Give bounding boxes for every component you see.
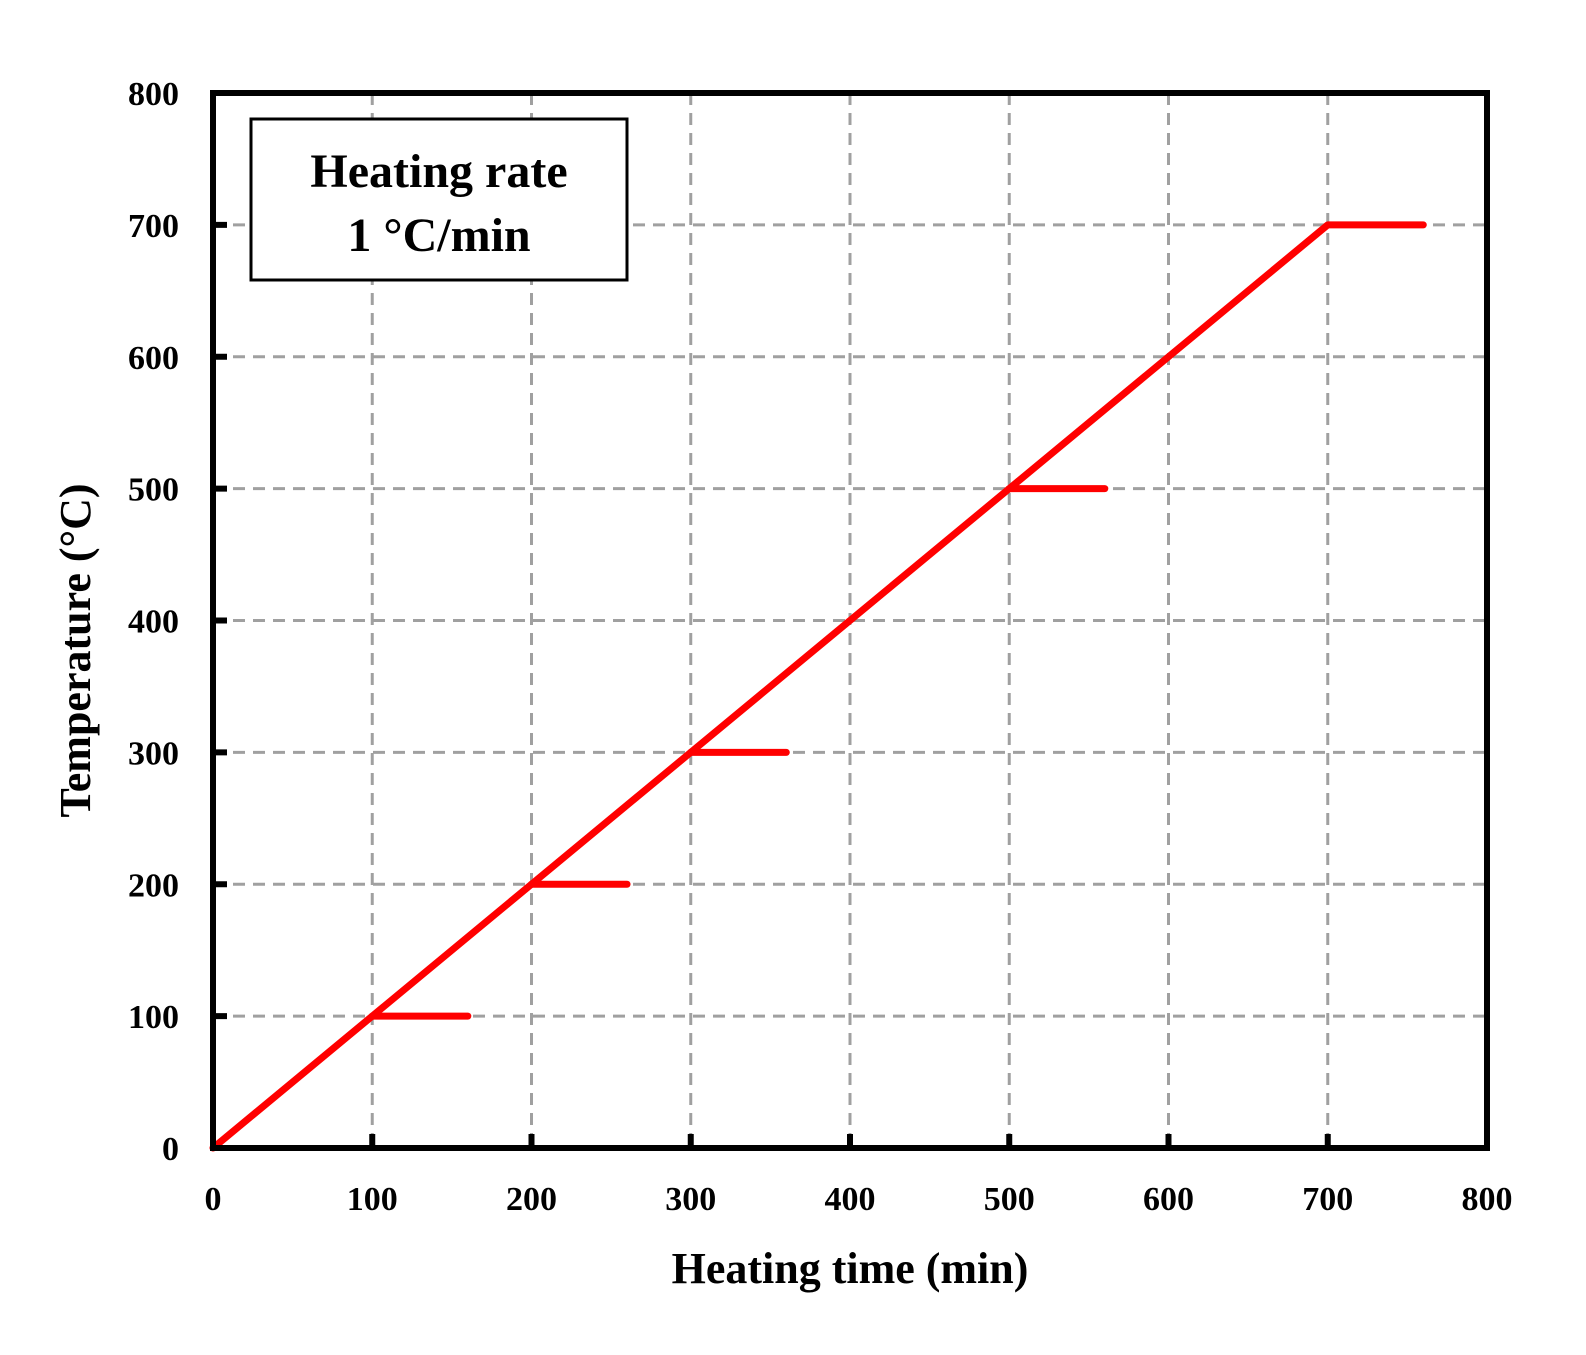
x-tick-label-200: 200 — [506, 1181, 557, 1218]
y-tick-label-500: 500 — [128, 472, 179, 509]
y-tick-label-400: 400 — [128, 604, 179, 641]
y-tick-labels: 0 100 200 300 400 500 600 700 800 — [128, 76, 179, 1168]
y-tick-label-700: 700 — [128, 208, 179, 245]
x-tick-label-500: 500 — [984, 1181, 1035, 1218]
y-axis-title: Temperature (°C) — [51, 483, 100, 817]
y-tick-label-100: 100 — [128, 999, 179, 1036]
series-group — [209, 221, 1427, 1152]
x-tick-label-300: 300 — [665, 1181, 716, 1218]
y-tick-label-0: 0 — [162, 1131, 179, 1168]
series-line-0 — [209, 221, 1427, 1152]
x-tick-label-700: 700 — [1302, 1181, 1353, 1218]
x-axis-title: Heating time (min) — [672, 1244, 1029, 1293]
y-tick-label-600: 600 — [128, 340, 179, 377]
x-tick-label-100: 100 — [347, 1181, 398, 1218]
y-tick-label-300: 300 — [128, 735, 179, 772]
x-tick-label-800: 800 — [1462, 1181, 1513, 1218]
x-tick-labels: 0 100 200 300 400 500 600 700 800 — [205, 1181, 1513, 1218]
y-tick-label-800: 800 — [128, 76, 179, 113]
x-tick-label-400: 400 — [825, 1181, 876, 1218]
heating-rate-annotation: Heating rate 1 °C/min — [249, 117, 629, 282]
x-tick-label-600: 600 — [1143, 1181, 1194, 1218]
x-tick-label-0: 0 — [205, 1181, 222, 1218]
y-tick-label-200: 200 — [128, 867, 179, 904]
axis-ticks — [210, 90, 1490, 1151]
annotation-box — [249, 117, 629, 282]
annotation-line-1: Heating rate — [310, 145, 567, 198]
annotation-line-2: 1 °C/min — [347, 209, 530, 262]
